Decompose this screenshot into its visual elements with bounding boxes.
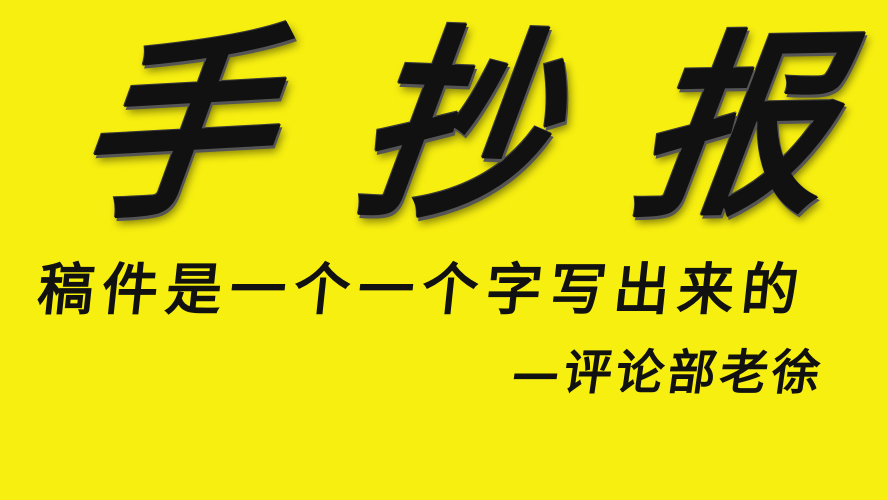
signature-text: —评论部老徐 [508, 345, 828, 401]
headline-char-1: 手 [64, 5, 286, 250]
headline-char-2: 抄 [343, 3, 567, 252]
headline-title: 手 抄 报 [60, 4, 850, 252]
headline-char-3: 报 [623, 9, 847, 246]
subline-text: 稿件是一个一个字写出来的 [34, 257, 810, 323]
